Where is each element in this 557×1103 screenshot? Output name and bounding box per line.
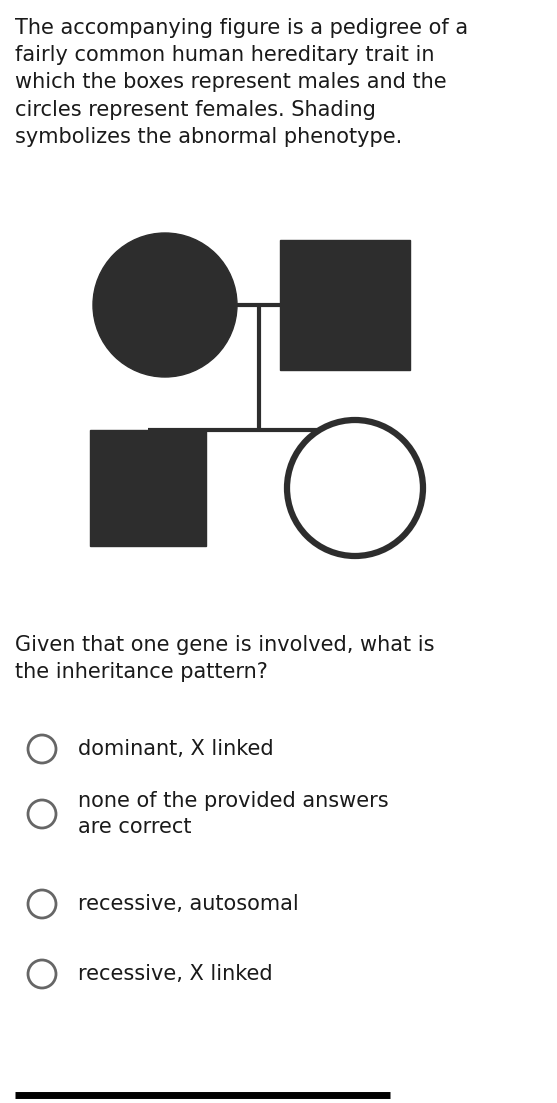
Text: The accompanying figure is a pedigree of a
fairly common human hereditary trait : The accompanying figure is a pedigree of… xyxy=(15,18,468,147)
Bar xyxy=(90,430,206,546)
Circle shape xyxy=(287,420,423,556)
Text: Given that one gene is involved, what is
the inheritance pattern?: Given that one gene is involved, what is… xyxy=(15,635,434,682)
Text: none of the provided answers
are correct: none of the provided answers are correct xyxy=(78,791,389,837)
Circle shape xyxy=(93,233,237,377)
Circle shape xyxy=(28,890,56,918)
Circle shape xyxy=(28,960,56,988)
Text: recessive, X linked: recessive, X linked xyxy=(78,964,272,984)
Text: recessive, autosomal: recessive, autosomal xyxy=(78,895,299,914)
Text: dominant, X linked: dominant, X linked xyxy=(78,739,273,759)
Circle shape xyxy=(28,735,56,763)
Circle shape xyxy=(28,800,56,828)
Bar xyxy=(280,240,410,370)
